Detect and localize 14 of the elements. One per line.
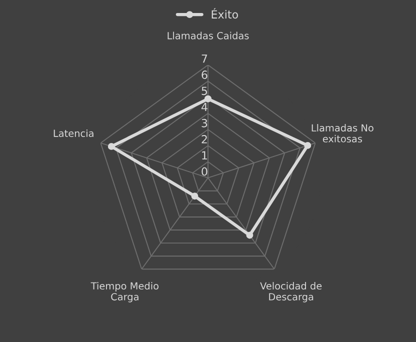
y-tick-label: 5: [202, 86, 208, 96]
y-tick-label: 0: [202, 167, 208, 176]
y-tick-label: 7: [202, 54, 208, 63]
y-tick-label: 4: [201, 102, 208, 112]
legend-label: Éxito: [212, 8, 238, 19]
y-tick-label: 1: [202, 151, 207, 160]
y-tick-label: 3: [202, 118, 208, 128]
spoke-label: Llamadas Caidas: [168, 32, 249, 40]
spoke-label: Llamadas No exitosas: [312, 124, 374, 142]
y-tick-label: 2: [202, 135, 207, 144]
spoke-label: Tiempo Medio Carga: [90, 282, 158, 302]
spoke-label: Latencia: [54, 129, 94, 137]
spoke-label: Velocidad de Descarga: [260, 282, 322, 302]
y-tick-label: 6: [202, 70, 208, 79]
